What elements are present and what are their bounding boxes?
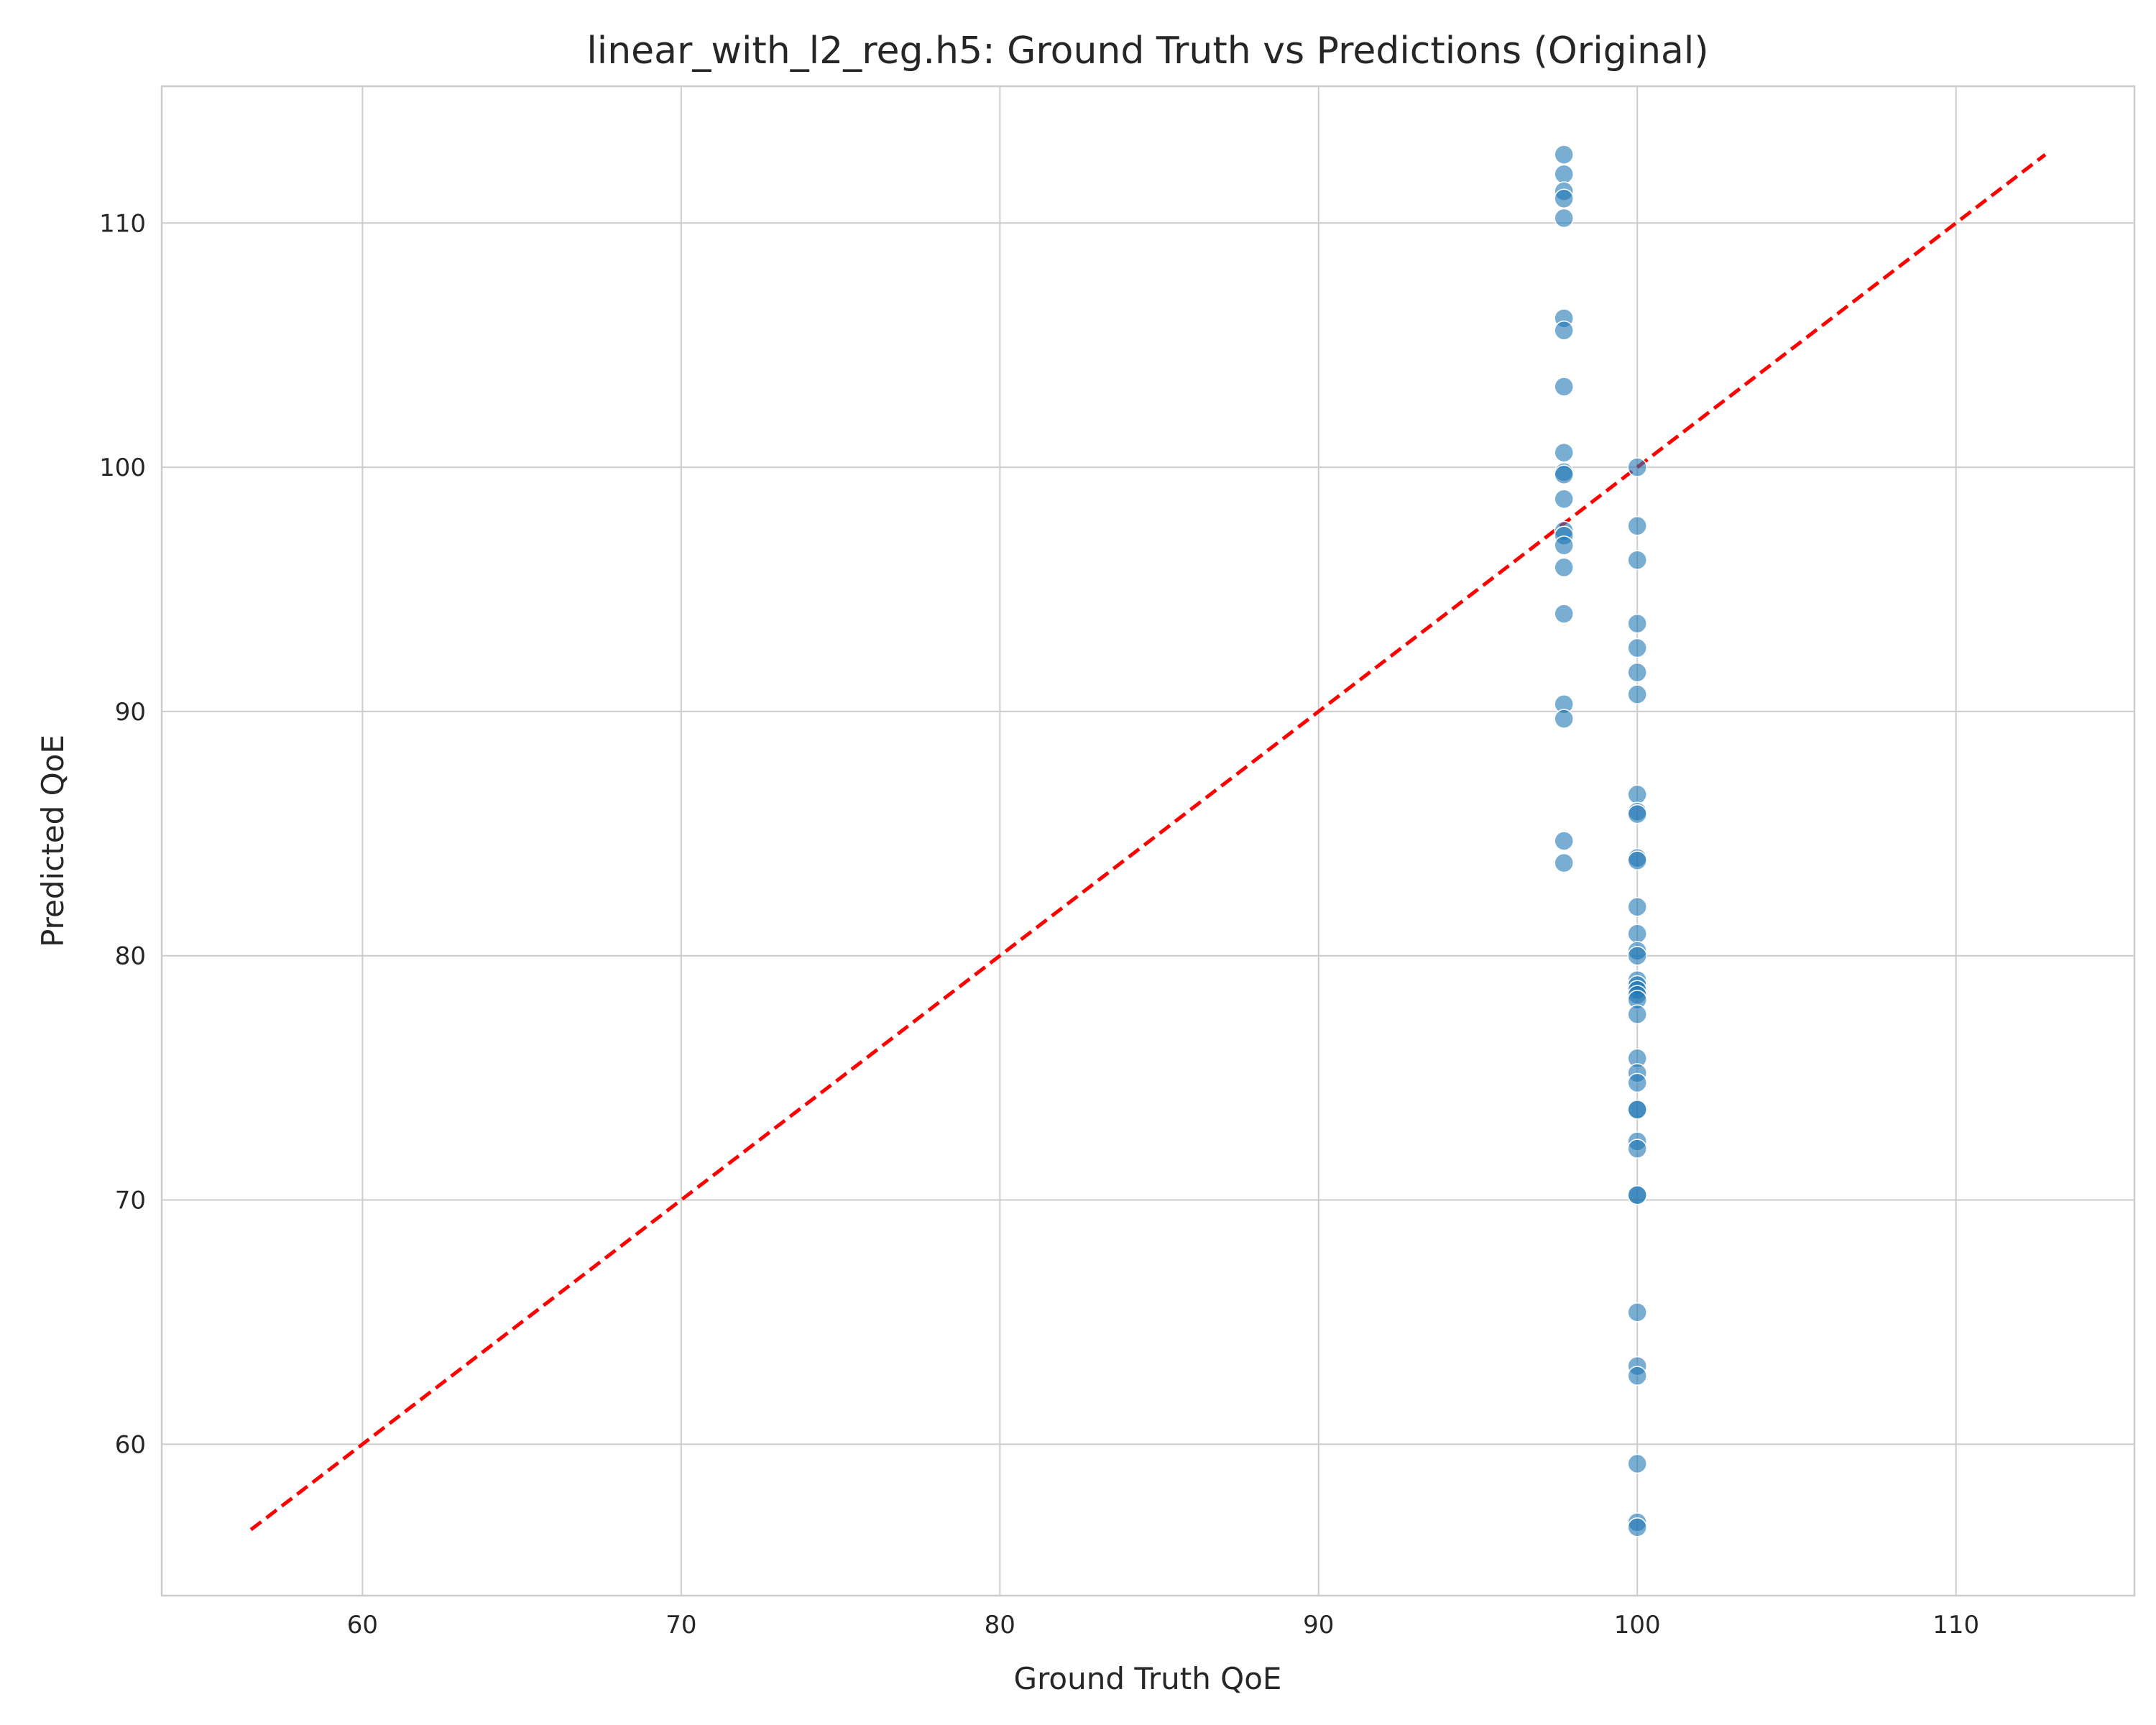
chart-title: linear_with_l2_reg.h5: Ground Truth vs P… [586, 29, 1708, 73]
data-point [1627, 550, 1647, 570]
y-gridlines [162, 222, 2134, 1445]
data-point [1627, 784, 1647, 805]
data-points [1554, 144, 1647, 1537]
x-axis-label: Ground Truth QoE [1014, 1661, 1282, 1696]
identity-reference-line [249, 153, 2047, 1532]
data-point [1627, 1366, 1647, 1386]
y-tick-label: 100 [99, 454, 146, 482]
y-tick-label: 60 [115, 1430, 146, 1459]
x-tick-label: 90 [1303, 1611, 1334, 1639]
data-point [1554, 604, 1574, 624]
y-tick-labels: 60 70 80 90 100 110 [99, 209, 146, 1459]
data-point [1554, 377, 1574, 397]
data-point [1554, 852, 1574, 873]
data-point [1627, 1302, 1647, 1322]
data-point [1554, 535, 1574, 556]
y-tick-label: 110 [99, 209, 146, 238]
x-tick-label: 80 [985, 1611, 1015, 1639]
data-point [1554, 464, 1574, 485]
data-point [1627, 1453, 1647, 1474]
data-point [1627, 924, 1647, 944]
plot-frame [160, 85, 2136, 1597]
data-point [1627, 945, 1647, 966]
data-point [1627, 457, 1647, 477]
x-tick-label: 110 [1932, 1611, 1979, 1639]
y-axis-label: Predicted QoE [35, 735, 70, 947]
data-point [1627, 1138, 1647, 1159]
data-point [1627, 638, 1647, 658]
data-point [1627, 613, 1647, 634]
data-point [1554, 144, 1574, 165]
data-point [1554, 321, 1574, 341]
y-tick-label: 70 [115, 1187, 146, 1215]
data-point [1554, 208, 1574, 229]
data-point [1627, 684, 1647, 704]
data-point [1554, 709, 1574, 729]
data-point [1627, 804, 1647, 824]
data-point [1627, 1004, 1647, 1025]
data-point [1554, 831, 1574, 851]
data-point [1627, 1100, 1647, 1120]
x-tick-label: 100 [1614, 1611, 1661, 1639]
x-tick-labels: 60 70 80 90 100 110 [347, 1611, 1979, 1639]
data-point [1554, 442, 1574, 463]
data-point [1554, 164, 1574, 185]
data-point [1627, 1517, 1647, 1537]
data-point [1554, 188, 1574, 209]
data-point [1627, 1184, 1647, 1205]
y-tick-label: 90 [115, 698, 146, 727]
y-tick-label: 80 [115, 942, 146, 971]
data-point [1627, 896, 1647, 917]
x-tick-label: 70 [665, 1611, 696, 1639]
x-gridlines [361, 86, 1957, 1596]
data-point [1627, 662, 1647, 683]
data-point [1554, 557, 1574, 578]
data-point [1627, 1072, 1647, 1093]
data-point [1554, 489, 1574, 510]
data-point [1627, 850, 1647, 870]
x-tick-label: 60 [347, 1611, 378, 1639]
data-point [1627, 515, 1647, 536]
